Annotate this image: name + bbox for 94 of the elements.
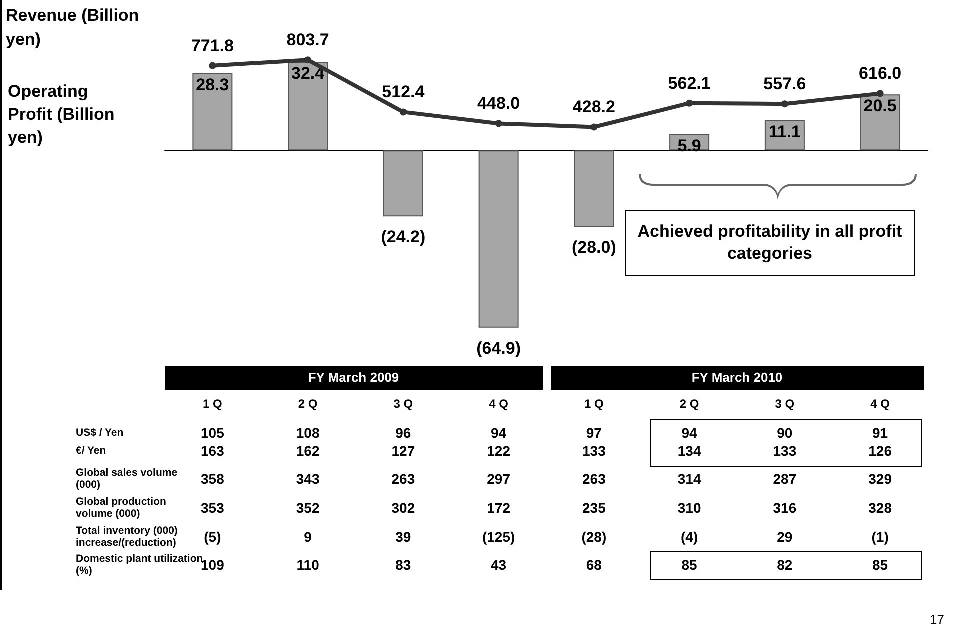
text: 39 bbox=[394, 529, 412, 545]
text: 235 bbox=[582, 500, 607, 516]
data-label: 803.7 bbox=[286, 30, 330, 50]
text: Global production volume (000) bbox=[76, 496, 166, 520]
text: FY March 2010 bbox=[550, 366, 924, 390]
x-tick-label: 3 Q bbox=[392, 397, 414, 411]
data-label: 562.1 bbox=[668, 74, 711, 93]
text: 297 bbox=[486, 471, 512, 487]
bar bbox=[192, 73, 233, 151]
text: 85 bbox=[872, 557, 890, 573]
text: 287 bbox=[772, 471, 798, 487]
text: US$ / Yen bbox=[76, 427, 124, 439]
text: 316 bbox=[772, 500, 798, 516]
text: 9 bbox=[303, 529, 313, 545]
data-label: 448.0 bbox=[478, 94, 520, 114]
data-label: 428.2 bbox=[572, 98, 616, 117]
x-tick-label: 1 Q bbox=[202, 397, 224, 411]
text: 97 bbox=[585, 425, 603, 441]
text: 163 bbox=[200, 443, 226, 459]
data-label: 616.0 bbox=[859, 64, 902, 84]
text: 172 bbox=[486, 500, 512, 516]
bar bbox=[383, 150, 424, 217]
text: 96 bbox=[394, 425, 412, 441]
text: 328 bbox=[868, 500, 893, 516]
text: 314 bbox=[676, 471, 702, 487]
point bbox=[400, 108, 407, 116]
data-label: 771.8 bbox=[191, 36, 234, 56]
data-label: (24.2) bbox=[381, 228, 426, 247]
text: 343 bbox=[295, 471, 321, 487]
text: 108 bbox=[295, 425, 321, 441]
bar bbox=[574, 150, 614, 228]
data-label: 512.4 bbox=[382, 82, 426, 102]
text: 263 bbox=[390, 471, 416, 487]
text: 68 bbox=[585, 557, 603, 573]
text: 133 bbox=[772, 443, 798, 459]
text: (4) bbox=[680, 529, 700, 545]
text: 263 bbox=[582, 471, 607, 487]
x-tick-label: 2 Q bbox=[678, 397, 700, 411]
text: 94 bbox=[490, 425, 508, 441]
text: €/ Yen bbox=[76, 445, 106, 457]
text: 17 bbox=[930, 612, 944, 627]
data-label: 557.6 bbox=[764, 74, 806, 94]
text: 162 bbox=[295, 443, 321, 459]
x-tick-label: 2 Q bbox=[297, 397, 319, 411]
data-label: (64.9) bbox=[476, 338, 522, 358]
text: 83 bbox=[394, 557, 412, 573]
data-label: 28.3 bbox=[196, 75, 230, 94]
text: (125) bbox=[481, 529, 516, 545]
text: 353 bbox=[200, 500, 226, 516]
text: 105 bbox=[200, 425, 226, 441]
text: 352 bbox=[295, 500, 321, 516]
data-label: 32.4 bbox=[292, 64, 326, 84]
text: 126 bbox=[868, 443, 893, 459]
x-tick-label: 4 Q bbox=[488, 397, 510, 411]
x-tick-label: 3 Q bbox=[774, 397, 796, 411]
text: 43 bbox=[490, 557, 508, 573]
text: 82 bbox=[776, 557, 794, 573]
point bbox=[590, 124, 598, 131]
x-tick-label: 1 Q bbox=[584, 397, 605, 411]
text: 91 bbox=[872, 425, 890, 441]
point bbox=[781, 100, 788, 108]
text: Global sales volume (000) bbox=[76, 467, 178, 491]
data-label: (28.0) bbox=[572, 238, 616, 258]
annotation: Achieved profitability in all profit categories bbox=[625, 210, 915, 276]
text: FY March 2009 bbox=[165, 366, 542, 390]
point bbox=[304, 56, 312, 64]
point bbox=[876, 90, 884, 98]
text: 90 bbox=[776, 425, 794, 441]
text: 133 bbox=[582, 443, 607, 459]
text: (1) bbox=[870, 529, 890, 545]
text: 310 bbox=[676, 500, 702, 516]
text: 302 bbox=[390, 500, 416, 516]
text: 29 bbox=[776, 529, 794, 545]
text: (28) bbox=[580, 529, 608, 545]
text: Total inventory (000) increase/(reduction) bbox=[76, 525, 179, 549]
text: 134 bbox=[676, 443, 702, 459]
bar bbox=[288, 62, 328, 151]
point bbox=[209, 62, 216, 70]
point bbox=[686, 100, 694, 107]
text: 127 bbox=[390, 443, 416, 459]
data-label: 20.5 bbox=[864, 96, 897, 116]
y2-axis-title: Revenue (Billion yen) bbox=[6, 5, 140, 51]
text: 329 bbox=[868, 471, 893, 487]
text: 358 bbox=[200, 471, 226, 487]
text: 85 bbox=[680, 557, 698, 573]
text: 110 bbox=[296, 557, 320, 573]
x-tick-label: 4 Q bbox=[870, 397, 891, 411]
y-axis-title: Operating Profit (Billion yen) bbox=[8, 81, 116, 149]
point bbox=[495, 120, 502, 128]
data-label: 11.1 bbox=[768, 122, 802, 142]
text: 122 bbox=[486, 443, 512, 459]
bar bbox=[478, 150, 519, 328]
text: (5) bbox=[203, 529, 222, 545]
text: 94 bbox=[680, 425, 698, 441]
